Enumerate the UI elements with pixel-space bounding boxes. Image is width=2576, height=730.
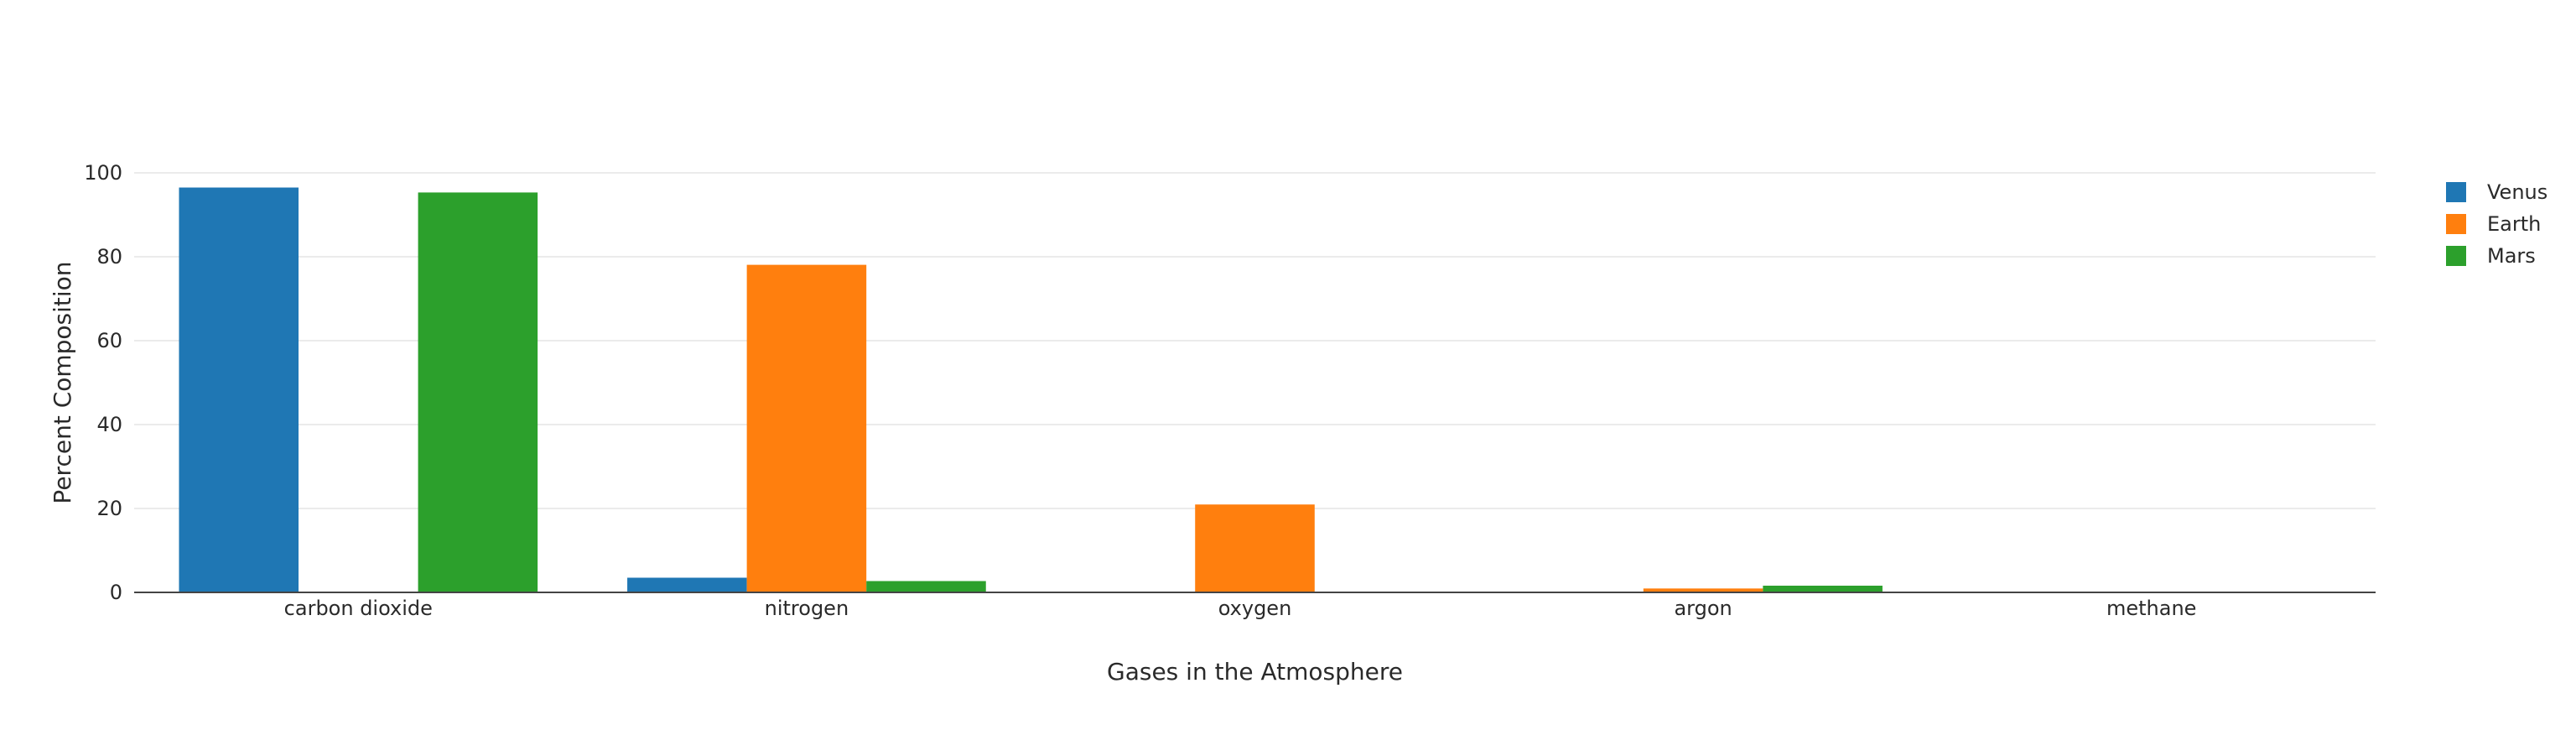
legend-swatch bbox=[2446, 214, 2466, 234]
bar-earth-oxygen[interactable] bbox=[1195, 504, 1315, 592]
y-tick-labels: 0 20 40 60 80 100 bbox=[84, 161, 122, 604]
bar-venus-carbon-dioxide[interactable] bbox=[179, 187, 299, 593]
legend-label: Venus bbox=[2487, 180, 2547, 204]
bar-mars-argon[interactable] bbox=[1763, 586, 1883, 592]
bar-venus-nitrogen[interactable] bbox=[627, 577, 747, 593]
x-tick-labels: carbon dioxide nitrogen oxygen argon methane bbox=[284, 597, 2197, 620]
x-axis-title: Gases in the Atmosphere bbox=[1107, 658, 1403, 686]
y-tick-label: 20 bbox=[96, 497, 122, 520]
y-axis-title: Percent Composition bbox=[49, 261, 76, 503]
x-tick-label: nitrogen bbox=[765, 597, 849, 620]
legend-swatch bbox=[2446, 246, 2466, 266]
bar-earth-nitrogen[interactable] bbox=[746, 264, 867, 592]
y-tick-label: 40 bbox=[96, 413, 122, 436]
legend-label: Mars bbox=[2487, 244, 2536, 268]
y-tick-label: 60 bbox=[96, 329, 122, 352]
x-tick-label: argon bbox=[1674, 597, 1732, 620]
bar-mars-nitrogen[interactable] bbox=[866, 581, 986, 593]
x-tick-label: carbon dioxide bbox=[284, 597, 433, 620]
legend-swatch bbox=[2446, 182, 2466, 202]
x-tick-label: methane bbox=[2106, 597, 2196, 620]
legend-label: Earth bbox=[2487, 212, 2541, 236]
y-tick-label: 100 bbox=[84, 161, 122, 185]
y-tick-label: 0 bbox=[110, 581, 122, 604]
legend-item-venus[interactable]: Venus bbox=[2446, 180, 2547, 204]
bar-earth-argon[interactable] bbox=[1643, 588, 1763, 592]
legend-item-mars[interactable]: Mars bbox=[2446, 244, 2536, 268]
legend[interactable]: Venus Earth Mars bbox=[2446, 180, 2547, 268]
x-tick-label: oxygen bbox=[1218, 597, 1292, 620]
y-tick-label: 80 bbox=[96, 245, 122, 269]
bars bbox=[179, 187, 2211, 593]
bar-mars-carbon-dioxide[interactable] bbox=[418, 192, 538, 592]
legend-item-earth[interactable]: Earth bbox=[2446, 212, 2541, 236]
